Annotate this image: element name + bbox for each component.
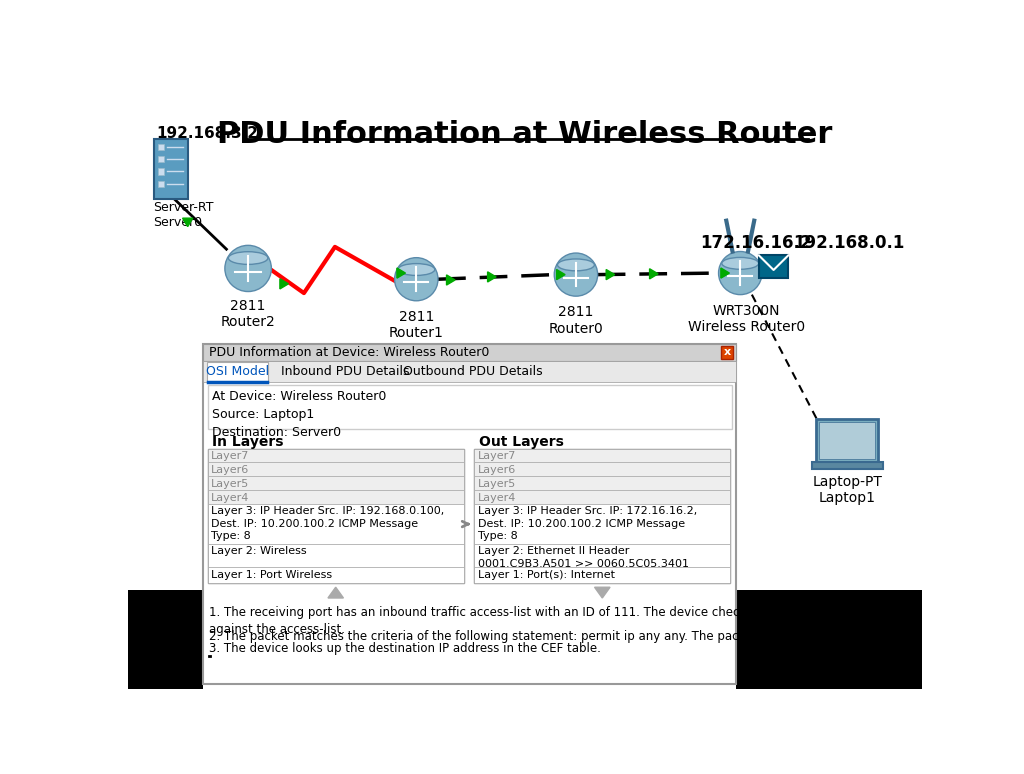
Bar (154, 139, 187, 199)
Text: Layer7: Layer7 (211, 451, 249, 461)
Bar (812, 462, 883, 468)
Text: Layer 3: IP Header Src. IP: 172.16.16.2,
Dest. IP: 10.200.100.2 ICMP Message
Typ: Layer 3: IP Header Src. IP: 172.16.16.2,… (477, 506, 696, 541)
Bar (208, 449, 464, 583)
Text: x: x (724, 348, 731, 358)
Text: Laptop-PT
Laptop1: Laptop-PT Laptop1 (812, 474, 882, 505)
Text: 1. The receiving port has an inbound traffic access-list with an ID of 111. The : 1. The receiving port has an inbound tra… (209, 606, 819, 635)
Text: 192.168.3.2: 192.168.3.2 (157, 126, 259, 141)
Bar (203, 344, 736, 361)
Text: Inbound PDU Details: Inbound PDU Details (282, 365, 410, 378)
Bar (474, 544, 730, 567)
Bar (208, 463, 464, 476)
Polygon shape (280, 279, 289, 289)
Text: Layer 1: Port Wireless: Layer 1: Port Wireless (211, 570, 332, 580)
Text: PDU Information at Device: Wireless Router0: PDU Information at Device: Wireless Rout… (209, 346, 489, 359)
Bar (208, 544, 464, 567)
Text: Layer 2: Ethernet II Header
0001.C9B3.A501 >> 0060.5C05.3401: Layer 2: Ethernet II Header 0001.C9B3.A5… (477, 546, 688, 569)
Ellipse shape (722, 258, 759, 269)
Bar (736, 590, 922, 690)
Bar (474, 463, 730, 476)
Bar (159, 168, 165, 174)
Text: WRT300N
Wireless Router0: WRT300N Wireless Router0 (688, 304, 805, 334)
Bar (474, 567, 730, 583)
Bar (208, 385, 732, 429)
Bar (474, 490, 730, 504)
Text: 3. The device looks up the destination IP address in the CEF table.: 3. The device looks up the destination I… (209, 642, 601, 655)
Circle shape (225, 245, 271, 292)
Bar (208, 449, 464, 463)
Polygon shape (397, 268, 406, 278)
Bar (474, 504, 730, 544)
Bar (159, 156, 165, 163)
Circle shape (394, 258, 438, 301)
Text: Out Layers: Out Layers (479, 435, 564, 449)
Polygon shape (557, 269, 565, 279)
Bar (721, 346, 733, 358)
Bar (159, 144, 165, 150)
Bar (208, 504, 464, 544)
Bar (474, 476, 730, 490)
Bar (203, 344, 736, 684)
Ellipse shape (557, 259, 594, 271)
Text: Layer5: Layer5 (211, 478, 249, 488)
Text: 2. The packet matches the criteria of the following statement: permit ip any any: 2. The packet matches the criteria of th… (209, 629, 837, 642)
Text: Layer 1: Port(s): Internet: Layer 1: Port(s): Internet (477, 570, 614, 580)
Text: 2811
Router1: 2811 Router1 (389, 310, 443, 341)
Text: 172.16.16.2: 172.16.16.2 (700, 234, 811, 252)
Text: 2811
Router2: 2811 Router2 (221, 300, 275, 330)
Bar (208, 567, 464, 583)
Bar (159, 180, 165, 187)
Text: In Layers: In Layers (212, 435, 284, 449)
Text: 192.168.0.1: 192.168.0.1 (793, 234, 904, 252)
Text: At Device: Wireless Router0
Source: Laptop1
Destination: Server0: At Device: Wireless Router0 Source: Lapt… (212, 390, 387, 439)
Polygon shape (649, 269, 658, 279)
Bar (208, 490, 464, 504)
Polygon shape (606, 269, 614, 279)
Circle shape (554, 253, 598, 296)
Polygon shape (487, 272, 496, 282)
Text: Layer7: Layer7 (477, 451, 516, 461)
Text: 2811
Router0: 2811 Router0 (549, 306, 603, 336)
Text: OSI Model: OSI Model (206, 365, 269, 378)
Bar (208, 476, 464, 490)
Polygon shape (182, 218, 193, 227)
Polygon shape (595, 587, 610, 598)
Text: Layer4: Layer4 (211, 492, 249, 502)
Bar (207, 362, 267, 382)
Text: Server-RT
Server0: Server-RT Server0 (154, 200, 214, 228)
Text: Layer 3: IP Header Src. IP: 192.168.0.100,
Dest. IP: 10.200.100.2 ICMP Message
T: Layer 3: IP Header Src. IP: 192.168.0.10… (211, 506, 444, 541)
Ellipse shape (228, 252, 268, 265)
Polygon shape (328, 587, 343, 598)
Ellipse shape (398, 264, 435, 276)
Polygon shape (446, 275, 455, 285)
Text: Layer6: Layer6 (477, 465, 516, 474)
Bar (203, 361, 736, 382)
Bar (474, 449, 730, 463)
Text: Layer4: Layer4 (477, 492, 516, 502)
Text: Layer6: Layer6 (211, 465, 249, 474)
Text: Layer 2: Wireless: Layer 2: Wireless (211, 546, 306, 557)
Bar (759, 255, 788, 279)
Bar (128, 590, 203, 690)
Bar (816, 420, 879, 462)
Bar (819, 423, 876, 459)
Circle shape (719, 252, 762, 295)
Polygon shape (721, 268, 729, 278)
Bar (474, 449, 730, 583)
Text: Layer5: Layer5 (477, 478, 516, 488)
Text: PDU Information at Wireless Router: PDU Information at Wireless Router (217, 120, 833, 149)
Text: Outbound PDU Details: Outbound PDU Details (403, 365, 543, 378)
